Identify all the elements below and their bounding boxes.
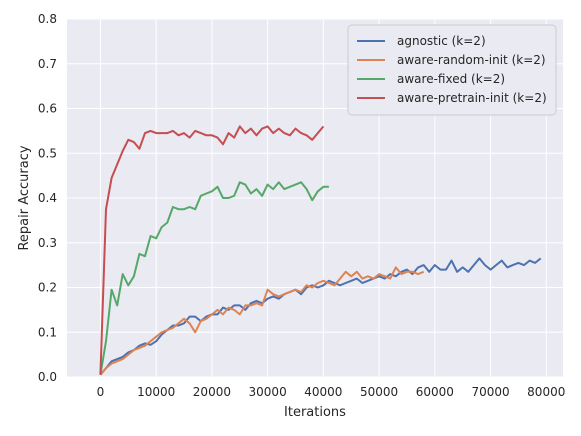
y-tick-labels: 0.0 0.1 0.2 0.3 0.4 0.5 0.6 0.7 0.8	[38, 12, 57, 384]
x-tick-label: 50000	[360, 385, 398, 399]
x-tick-labels: 0 10000 20000 30000 40000 50000 60000 70000 8000…	[97, 385, 566, 399]
x-axis-title: Iterations	[284, 405, 346, 420]
x-tick-label: 40000	[304, 385, 342, 399]
y-axis-title: Repair Accuracy	[17, 145, 32, 250]
series-line-aware-random-init-k-2	[99, 266, 425, 376]
series-line-aware-fixed-k-2	[99, 181, 329, 375]
x-tick-label: 80000	[527, 385, 565, 399]
x-tick-label: 70000	[471, 385, 509, 399]
series-line-aware-pretrain-init-k-2	[99, 125, 325, 375]
legend-box	[347, 24, 557, 116]
y-tick-label: 0.6	[38, 102, 57, 116]
y-tick-label: 0.0	[38, 370, 57, 384]
x-tick-label: 60000	[416, 385, 454, 399]
y-tick-label: 0.3	[38, 236, 57, 250]
x-tick-label: 10000	[137, 385, 175, 399]
y-tick-label: 0.8	[38, 12, 57, 26]
legend-label: aware-pretrain-init (k=2)	[397, 91, 547, 105]
legend-label: aware-random-init (k=2)	[397, 53, 546, 67]
legend-label: agnostic (k=2)	[397, 34, 486, 48]
x-tick-label: 20000	[193, 385, 231, 399]
y-tick-label: 0.4	[38, 191, 57, 205]
x-tick-label: 30000	[249, 385, 287, 399]
x-tick-label: 0	[97, 385, 105, 399]
y-tick-label: 0.1	[38, 325, 57, 339]
legend: agnostic (k=2) aware-random-init (k=2) awa…	[347, 24, 557, 116]
y-tick-label: 0.7	[38, 57, 57, 71]
y-tick-label: 0.2	[38, 281, 57, 295]
series-line-agnostic-k-2	[99, 257, 542, 376]
y-tick-label: 0.5	[38, 146, 57, 160]
series-lines	[99, 125, 542, 376]
legend-label: aware-fixed (k=2)	[397, 72, 505, 86]
